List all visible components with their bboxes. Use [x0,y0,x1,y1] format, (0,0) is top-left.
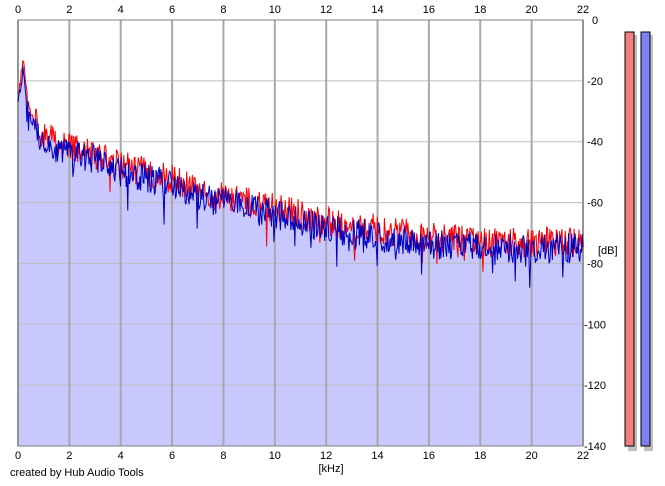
x-tick-label: 18 [474,450,486,462]
x-tick-label: 8 [220,4,226,16]
x-tick-label: 12 [320,4,332,16]
x-tick-label: 12 [320,450,332,462]
level-meter-bar [640,31,651,447]
series-line-1 [17,59,584,272]
x-tick-label: 22 [577,450,589,462]
x-tick-label: 18 [474,4,486,16]
x-tick-label: 14 [371,4,383,16]
x-tick-label: 14 [371,450,383,462]
x-tick-label: 0 [15,4,21,16]
x-axis-label: [kHz] [318,463,343,475]
x-tick-label: 0 [15,450,21,462]
x-tick-label: 16 [423,4,435,16]
x-tick-label: 20 [526,450,538,462]
spectrum-area [18,60,583,447]
y-tick-label: 0 [592,15,598,27]
y-tick-label: -140 [584,441,606,453]
series-lines [17,59,584,288]
y-tick-label: -60 [587,198,603,210]
x-tick-label: 10 [269,450,281,462]
y-tick-label: -20 [587,76,603,88]
x-tick-label: 20 [526,4,538,16]
x-tick-label: 22 [577,4,589,16]
plot-border [17,19,584,447]
level-meter-bar [624,31,635,447]
x-tick-label: 4 [118,4,124,16]
x-tick-label: 6 [169,4,175,16]
x-tick-label: 2 [66,450,72,462]
y-tick-label: -120 [584,380,606,392]
x-tick-label: 6 [169,450,175,462]
x-tick-label: 16 [423,450,435,462]
x-tick-label: 4 [118,450,124,462]
credit-text: created by Hub Audio Tools [10,467,144,479]
y-tick-label: -100 [584,319,606,331]
y-tick-labels: 0 -20 -40 -60 -80 -100 -120 -140 [584,15,606,453]
x-tick-label: 8 [220,450,226,462]
spectrum-fill [18,60,583,447]
y-tick-label: -40 [587,137,603,149]
level-meters [624,31,653,451]
y-axis-label: [dB] [598,245,618,257]
x-tick-label: 2 [66,4,72,16]
x-tick-label: 10 [269,4,281,16]
y-tick-label: -80 [587,258,603,270]
series-line-2 [17,66,584,288]
